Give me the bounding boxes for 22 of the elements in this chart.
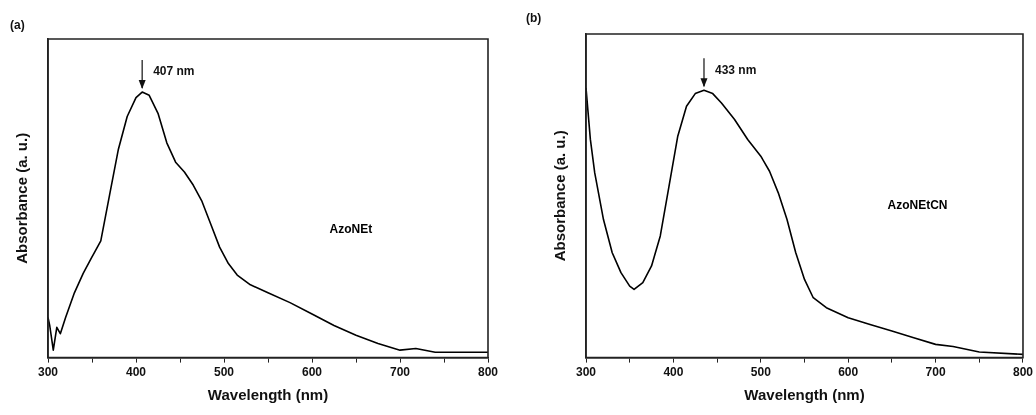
annotation: 433 nm [714, 62, 757, 77]
x-tick-label: 300 [37, 365, 59, 380]
x-tick-label: 500 [750, 365, 772, 380]
x-axis-title: Wavelength (nm) [207, 386, 329, 404]
chart-title: (b) [526, 11, 542, 26]
text: AzoNEtCN [887, 197, 948, 212]
x-tick-label: 600 [301, 365, 323, 380]
y-axis-title: Absorbance (a. u.) [13, 132, 31, 264]
y-axis-title: Absorbance (a. u.) [551, 130, 569, 262]
x-axis-title: Wavelength (nm) [744, 386, 865, 404]
x-tick-label: 500 [213, 365, 235, 380]
x-tick-label: 300 [575, 365, 597, 380]
text: AzoNEt [329, 222, 373, 237]
x-tick-label: 700 [925, 365, 946, 380]
chart-title: (a) [10, 18, 25, 33]
x-tick-label: 800 [477, 365, 499, 380]
x-tick-label: 400 [663, 365, 684, 380]
annotation: 407 nm [153, 64, 195, 79]
x-tick-label: 400 [125, 365, 147, 380]
x-tick-label: 600 [838, 365, 859, 380]
x-tick-label: 800 [1012, 365, 1034, 380]
x-tick-label: 700 [389, 365, 411, 380]
